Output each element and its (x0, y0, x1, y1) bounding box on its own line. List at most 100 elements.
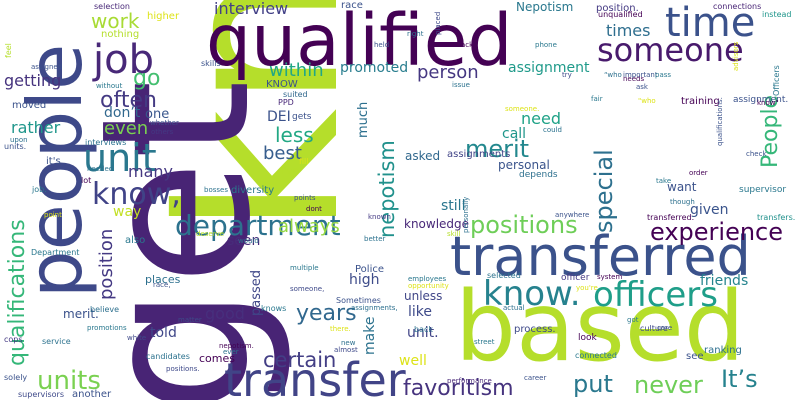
word-places: places (145, 273, 181, 286)
word-merit: merit (465, 135, 530, 163)
word-issue: issue (452, 81, 470, 89)
word-one: one (145, 107, 170, 122)
word-promoted: promoted (340, 60, 409, 76)
word-know-quote: know" (757, 99, 779, 107)
word-youre: you're (576, 284, 598, 292)
word-cops: cops (4, 335, 23, 344)
word-nepotism: nepotism (375, 140, 399, 238)
word-fair: fair (591, 95, 603, 103)
word-points: points (294, 194, 316, 202)
word-qualifications-dot: qualifications. (716, 97, 724, 146)
word-matter: matter (178, 316, 202, 324)
word-diversity: diversity (231, 185, 275, 196)
word-times: times (606, 21, 651, 40)
word-time: time (665, 0, 756, 46)
word-got: got (627, 316, 639, 324)
word-nothing: nothing (101, 29, 140, 40)
word-unless: unless (404, 289, 443, 303)
word-phone: phone (535, 41, 557, 49)
word-assignment: assignment (508, 60, 590, 76)
word-also: also (125, 235, 146, 246)
word-experience: experience (650, 218, 784, 246)
word-someone: someone (597, 31, 744, 69)
word-career: career (524, 374, 547, 382)
word-certain: certain (263, 348, 337, 372)
word-still: still (441, 198, 466, 214)
word-though: though (670, 198, 695, 206)
word-whether: whether (150, 119, 179, 127)
word-higher: higher (147, 11, 180, 22)
word-position-dot: position. (596, 3, 639, 14)
word-assignments-comma: assignments, (351, 304, 398, 312)
word-favoritism: favoritism (403, 376, 514, 400)
word-pass: pass (655, 71, 672, 79)
word-placed: placed (434, 11, 442, 35)
word-want: want (667, 180, 697, 194)
word-candidates: candidates (146, 352, 190, 361)
word-assigned: assigned (31, 63, 63, 71)
word-known: known (368, 213, 391, 221)
word-personally: personally (462, 196, 470, 233)
word-feel: feel (4, 43, 13, 58)
word-culture: culture (640, 324, 668, 333)
word-unit-dot: unit. (407, 325, 439, 341)
word-depends: depends (519, 170, 558, 180)
word-process: process. (514, 324, 556, 335)
word-person: person (417, 62, 479, 83)
word-transferred-dot: transferred. (647, 213, 695, 222)
word-personal: personal (498, 158, 550, 172)
word-know-dot: know. (483, 274, 581, 314)
word-lot: lot (81, 176, 92, 185)
word-told: told (150, 325, 177, 341)
word-believe: believe (90, 305, 120, 314)
word-qualified: qualified (206, 0, 513, 82)
word-new: new (341, 339, 356, 347)
word-supervisors: supervisors (18, 390, 65, 399)
word-police: Police (355, 264, 384, 275)
word-need: need (521, 109, 561, 128)
word-could: could (543, 126, 562, 134)
word-its: It’s (721, 365, 758, 393)
word-see: see (686, 351, 704, 362)
word-multiple: multiple (290, 264, 319, 272)
word-comes: comes (199, 352, 235, 365)
word-nepotism-cap: Nepotism (516, 0, 574, 14)
word-almost: almost (334, 346, 358, 354)
word-department-small: Department (31, 248, 80, 257)
word-solely: solely (4, 373, 28, 382)
word-transfer: transfer (224, 353, 406, 400)
word-race-comma: race, (153, 281, 171, 289)
word-race: race (341, 0, 363, 11)
word-needed: needed (87, 165, 114, 173)
word-employees: employees (408, 275, 447, 283)
word-upon: upon (10, 136, 28, 144)
word-often: often (100, 88, 157, 113)
word-less: less (275, 123, 314, 147)
word-put: put (573, 370, 613, 398)
word-opportunity: opportunity (408, 282, 449, 290)
word-positions-dot: positions. (166, 365, 200, 373)
word-asked: asked (405, 149, 441, 163)
word-system: system (597, 273, 623, 281)
word-point: point (44, 211, 62, 219)
word-bosses: bosses (204, 186, 228, 194)
word-ask: ask (636, 83, 648, 91)
word-actual: actual (503, 304, 525, 312)
word-right: right (407, 30, 424, 38)
word-sometimes: Sometimes (336, 296, 381, 305)
word-knowledge: knowledge (404, 217, 470, 231)
word-transferred: transferred (450, 225, 751, 288)
word-assignment-dot: assignment. (733, 95, 789, 105)
word-who-curly: “who (604, 71, 622, 79)
word-service: service (42, 337, 71, 346)
word-connected: connected (575, 351, 617, 360)
word-officers: officers (593, 275, 718, 315)
word-important: important (623, 71, 658, 79)
word-well: well (399, 353, 427, 369)
word-seen: seen (227, 233, 261, 249)
word-gets: gets (292, 112, 312, 122)
word-officer: officer (561, 273, 590, 283)
word-order: order (689, 169, 708, 177)
word-qualifications: qualifications (5, 219, 30, 366)
word-nepotism-dot: nepotism. (219, 342, 254, 350)
